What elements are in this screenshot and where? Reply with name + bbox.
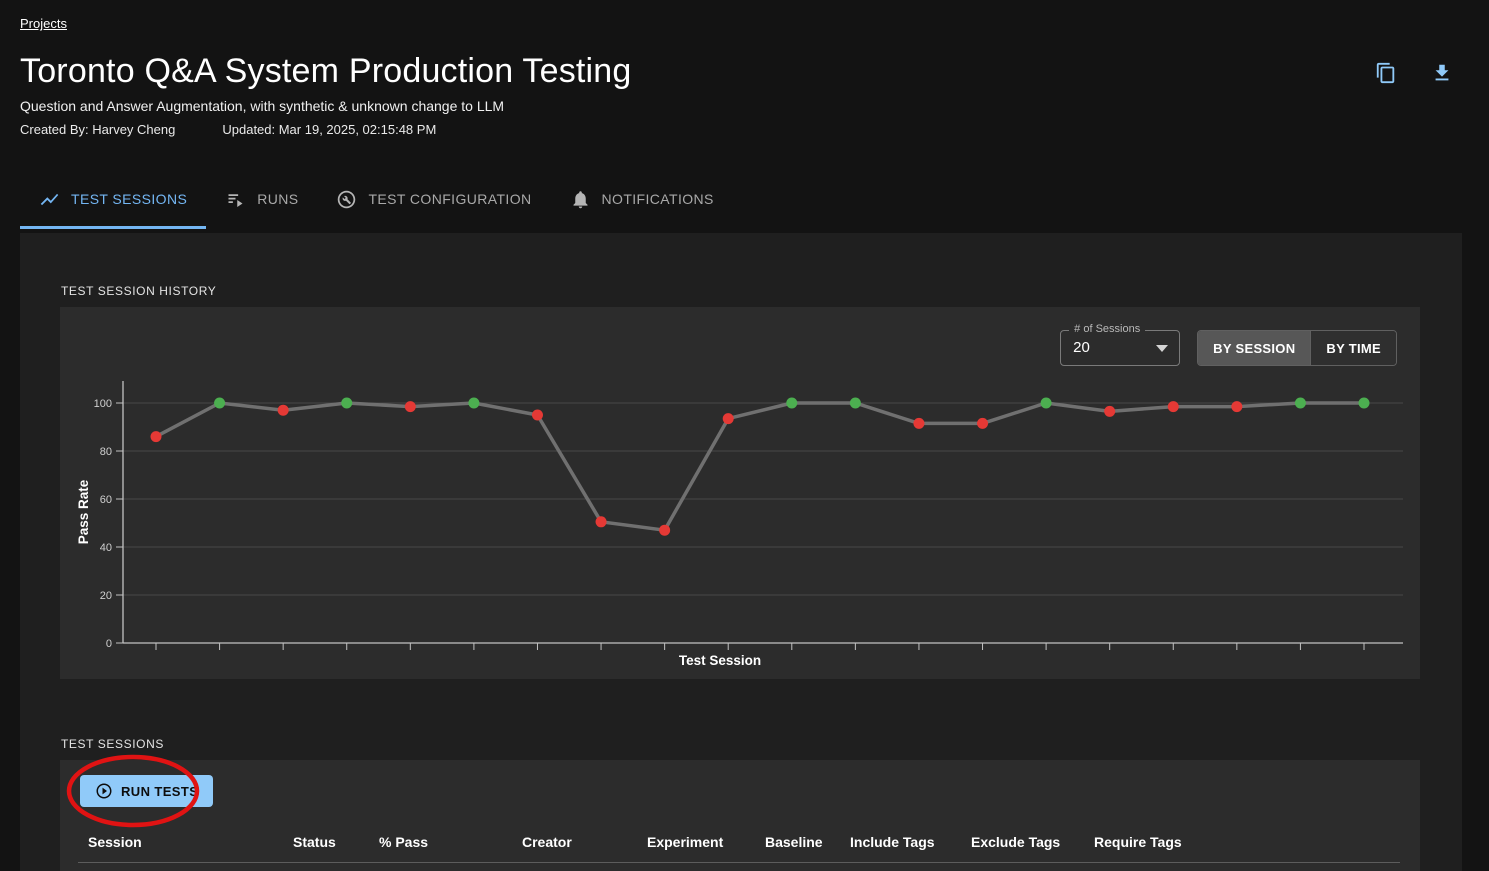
test-session-history-card: # of Sessions 20 BY SESSION BY TIME 0 20 40… [60,307,1420,679]
meta-row: Created By: Harvey Cheng Updated: Mar 19… [20,122,436,137]
updated-text: Updated: Mar 19, 2025, 02:15:48 PM [222,122,437,137]
download-button[interactable] [1431,62,1453,84]
pass-rate-line-chart: 0 20 40 60 80 100 Pass Rate Test Session [76,381,1403,668]
copy-button[interactable] [1375,62,1397,84]
tab-label: NOTIFICATIONS [601,191,714,207]
num-sessions-select[interactable]: # of Sessions 20 [1060,323,1181,366]
sessions-section-label: TEST SESSIONS [61,737,164,751]
tab-notifications[interactable]: NOTIFICATIONS [551,170,733,228]
chart-point-fail[interactable] [595,516,607,528]
column-header-status: Status [293,834,336,850]
play-circle-icon [95,782,113,800]
toggle-by-time[interactable]: BY TIME [1310,331,1396,365]
bell-icon [570,189,591,210]
column-header-baseline: Baseline [765,834,823,850]
chart-point-fail[interactable] [913,417,925,429]
chart-point-fail[interactable] [977,417,989,429]
header-actions [1375,62,1453,84]
chart-point-pass[interactable] [1040,397,1052,409]
chart-point-pass[interactable] [214,397,226,409]
chart-point-pass[interactable] [341,397,353,409]
line-chart-icon [39,189,60,210]
chart-point-fail[interactable] [1231,401,1243,413]
column-header-include-tags: Include Tags [850,834,935,850]
chart-point-pass[interactable] [849,397,861,409]
chart-controls: # of Sessions 20 BY SESSION BY TIME [1060,323,1397,366]
created-by-text: Created By: Harvey Cheng [20,122,176,137]
chart-point-pass[interactable] [1358,397,1370,409]
y-tick-label: 60 [100,494,112,506]
test-sessions-card: RUN TESTS Session Status % Pass Creator Expe… [60,760,1420,871]
chart-point-fail[interactable] [277,404,289,416]
y-tick-label: 80 [100,446,112,458]
y-tick-label: 100 [94,398,112,410]
playlist-play-icon [225,189,246,210]
breadcrumb-projects-link[interactable]: Projects [20,16,67,31]
y-tick-label: 0 [106,638,112,650]
page-subtitle: Question and Answer Augmentation, with s… [20,98,505,114]
wrench-circle-icon [336,189,357,210]
column-header-creator: Creator [522,834,572,850]
chart-point-pass[interactable] [1294,397,1306,409]
run-tests-button[interactable]: RUN TESTS [80,775,214,807]
y-axis-label: Pass Rate [76,479,91,544]
column-header--pass: % Pass [379,834,429,850]
x-axis-label: Test Session [679,653,761,668]
tab-runs[interactable]: RUNS [206,170,317,228]
chart-point-fail[interactable] [404,401,416,413]
chart-point-pass[interactable] [468,397,480,409]
main-panel: TEST SESSION HISTORY # of Sessions 20 BY… [20,233,1462,871]
history-section-label: TEST SESSION HISTORY [61,284,217,298]
download-icon [1431,64,1453,87]
table-header-divider [78,862,1400,863]
tab-label: TEST CONFIGURATION [368,191,532,207]
num-sessions-select-value: 20 [1073,339,1090,356]
column-header-session: Session [88,834,142,850]
chart-point-fail[interactable] [659,524,671,536]
column-header-require-tags: Require Tags [1094,834,1182,850]
tab-test-sessions[interactable]: TEST SESSIONS [20,170,207,229]
chart-point-fail[interactable] [1167,401,1179,413]
chevron-down-icon [1156,345,1169,352]
page-title: Toronto Q&A System Production Testing [20,52,632,90]
chart-point-fail[interactable] [150,431,162,443]
sessions-table-header: Session Status % Pass Creator Experiment Base… [60,828,1420,856]
y-tick-label: 40 [100,542,112,554]
chart-point-fail[interactable] [1104,405,1116,417]
column-header-experiment: Experiment [647,834,724,850]
view-toggle-group: BY SESSION BY TIME [1197,330,1397,366]
copy-icon [1375,62,1397,87]
chart-point-fail[interactable] [531,409,543,421]
run-tests-label: RUN TESTS [121,783,199,799]
toggle-by-session[interactable]: BY SESSION [1198,331,1311,365]
num-sessions-select-label: # of Sessions [1069,323,1146,335]
y-tick-label: 20 [100,590,112,602]
tab-label: TEST SESSIONS [71,191,188,207]
tab-test-configuration[interactable]: TEST CONFIGURATION [317,170,550,228]
tab-label: RUNS [257,191,299,207]
chart-point-fail[interactable] [722,413,734,425]
tab-bar: TEST SESSIONS RUNS TEST CONFIGURATION NOTIF… [20,170,733,229]
column-header-exclude-tags: Exclude Tags [971,834,1061,850]
chart-point-pass[interactable] [786,397,798,409]
